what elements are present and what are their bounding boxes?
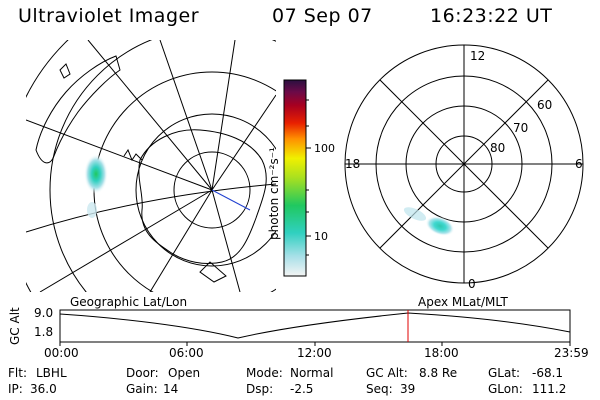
mlt-label-12: 12 — [470, 49, 485, 63]
mode-value: Normal — [290, 366, 334, 380]
glon-value: 111.2 — [532, 382, 567, 396]
door-key: Door: — [126, 366, 159, 380]
mode-key: Mode: — [246, 366, 283, 380]
polar-plot — [344, 44, 584, 284]
colorbar-tick-10: 10 — [314, 230, 328, 243]
right-map-subtitle: Apex MLat/MLT — [418, 295, 508, 309]
mlt-label-0: 0 — [468, 277, 476, 291]
time-tick-1800: 18:00 — [424, 346, 459, 360]
left-map-subtitle: Geographic Lat/Lon — [70, 295, 188, 309]
aurora-emission-left — [84, 154, 108, 194]
time-tick-2359: 23:59 — [554, 346, 589, 360]
seq-key: Seq: — [366, 382, 393, 396]
ip-value: 36.0 — [30, 382, 57, 396]
time-tick-1200: 12:00 — [297, 346, 332, 360]
time-tick-0600: 06:00 — [169, 346, 204, 360]
aurora-emission-right — [425, 216, 455, 236]
gc-alt-key: GC Alt: — [366, 366, 408, 380]
date-label: 07 Sep 07 — [272, 5, 373, 27]
mlt-label-6: 6 — [575, 157, 583, 171]
colorbar-tick-100: 100 — [314, 142, 335, 155]
mlt-label-18: 18 — [345, 157, 360, 171]
instrument-title: Ultraviolet Imager — [18, 5, 200, 27]
colorbar-label: photon cm⁻²s⁻¹ — [267, 147, 281, 240]
dsp-value: -2.5 — [290, 382, 314, 396]
geographic-map — [26, 40, 276, 292]
gc-alt-value: 8.8 Re — [419, 366, 458, 380]
mlat-label-70: 70 — [513, 121, 528, 135]
altitude-ytick-low: 1.8 — [34, 325, 54, 339]
glon-key: GLon: — [488, 382, 523, 396]
mlat-label-80: 80 — [490, 141, 505, 155]
glat-value: -68.1 — [532, 366, 564, 380]
flt-value: LBHL — [36, 366, 67, 380]
colorbar — [283, 79, 311, 277]
dsp-key: Dsp: — [246, 382, 274, 396]
seq-value: 39 — [400, 382, 416, 396]
time-tick-0000: 00:00 — [44, 346, 79, 360]
door-value: Open — [168, 366, 201, 380]
altitude-ylabel: GC Alt — [8, 307, 22, 345]
ip-key: IP: — [8, 382, 23, 396]
glat-key: GLat: — [488, 366, 521, 380]
flt-key: Flt: — [8, 366, 27, 380]
gain-value: 14 — [163, 382, 179, 396]
altitude-ytick-high: 9.0 — [34, 306, 54, 320]
time-label: 16:23:22 UT — [430, 5, 553, 27]
gain-key: Gain: — [126, 382, 158, 396]
mlat-label-60: 60 — [537, 98, 552, 112]
altitude-panel — [59, 309, 571, 346]
